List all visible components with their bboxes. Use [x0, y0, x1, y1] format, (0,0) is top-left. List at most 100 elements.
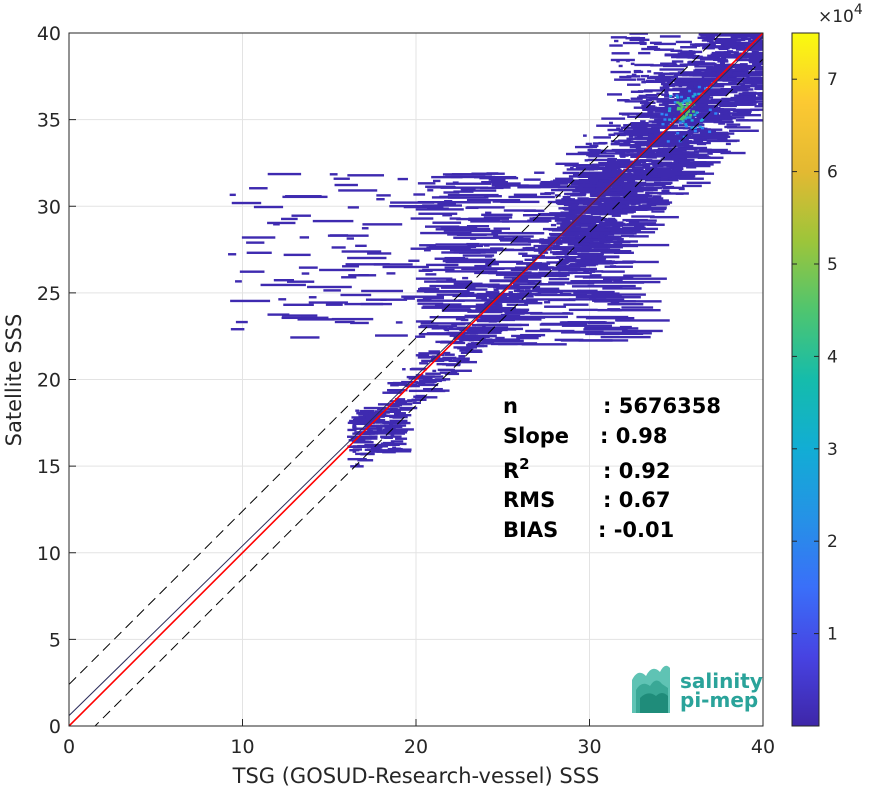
density-cell: [408, 384, 420, 388]
density-cell: [722, 79, 751, 82]
density-hotspot-cell: [685, 124, 689, 128]
density-cell: [568, 308, 598, 312]
density-cell: [539, 328, 551, 331]
density-cell: [482, 305, 503, 308]
density-cell: [757, 45, 763, 48]
density-cell: [402, 368, 406, 371]
density-cell: [672, 87, 693, 90]
density-cell: [628, 222, 657, 225]
density-hotspot-cell: [698, 125, 702, 129]
density-cell: [420, 381, 435, 384]
density-cell: [500, 200, 540, 204]
stat-superscript: 2: [519, 455, 529, 473]
density-cell: [698, 33, 719, 36]
density-cell: [451, 323, 466, 326]
density-cell: [390, 435, 402, 438]
density-cell: [654, 160, 661, 164]
density-cell: [751, 77, 763, 80]
density-cell: [659, 98, 670, 102]
density-cell: [419, 325, 457, 328]
density-cell: [587, 158, 617, 162]
density-cell: [747, 97, 763, 101]
density-cell: [754, 86, 763, 89]
density-cell: [592, 182, 611, 185]
density-cell: [623, 168, 644, 171]
density-cell: [600, 335, 651, 339]
density-cell: [394, 398, 406, 401]
density-hotspot-cell: [681, 108, 685, 111]
density-cell: [520, 333, 546, 337]
density-cell: [525, 246, 536, 250]
density-cell: [608, 133, 616, 137]
density-cell: [481, 180, 508, 184]
density-cell: [698, 81, 712, 84]
density-cell: [694, 106, 699, 110]
density-cell: [701, 39, 714, 42]
stat-label: RMS: [503, 488, 555, 512]
density-cell: [281, 217, 298, 221]
density-cell: [376, 194, 391, 197]
density-hotspot-cell: [676, 131, 680, 135]
density-cell: [619, 154, 629, 157]
density-cell: [411, 398, 427, 401]
density-cell: [562, 312, 570, 315]
density-cell: [664, 95, 670, 98]
density-cell: [547, 200, 585, 204]
density-cell: [462, 294, 488, 298]
density-cell: [744, 72, 763, 75]
density-cell: [348, 274, 377, 277]
density-cell: [425, 273, 437, 276]
density-cell: [682, 164, 711, 168]
density-cell: [544, 305, 567, 308]
density-cell: [352, 427, 358, 430]
density-cell: [669, 95, 675, 98]
y-tick-label: 20: [37, 370, 61, 392]
density-cell: [627, 115, 650, 118]
density-cell: [591, 229, 630, 232]
density-cell: [453, 236, 505, 239]
density-cell: [537, 273, 559, 276]
density-hotspot-cell: [682, 100, 686, 103]
density-hotspot-cell: [660, 112, 664, 116]
x-axis-label: TSG (GOSUD-Research-vessel) SSS: [232, 764, 600, 788]
density-cell: [649, 41, 662, 45]
density-cell: [385, 432, 405, 435]
density-cell: [727, 45, 745, 49]
density-cell: [644, 89, 668, 92]
density-cell: [653, 149, 658, 152]
density-cell: [548, 181, 590, 184]
density-cell: [742, 82, 763, 85]
density-cell: [568, 264, 596, 267]
density-cell: [701, 75, 730, 78]
density-cell: [627, 160, 647, 163]
density-cell: [360, 420, 368, 424]
density-cell: [681, 141, 711, 145]
density-cell: [750, 91, 757, 95]
density-cell: [717, 46, 730, 50]
density-cell: [702, 47, 715, 50]
density-cell: [633, 106, 658, 109]
density-hotspot-cell: [678, 117, 682, 121]
density-cell: [662, 101, 679, 105]
density-cell: [754, 46, 763, 49]
density-cell: [568, 237, 585, 240]
density-cell: [572, 190, 586, 193]
density-cell: [556, 256, 586, 259]
density-cell: [246, 241, 265, 244]
density-cell: [713, 38, 738, 41]
density-cell: [588, 155, 615, 158]
density-cell: [415, 396, 438, 399]
density-cell: [372, 424, 380, 427]
density-cell: [611, 300, 662, 303]
density-cell: [509, 299, 528, 303]
density-cell: [617, 99, 629, 102]
density-hotspot-cell: [663, 118, 667, 121]
density-cell: [494, 309, 512, 312]
density-cell: [450, 196, 487, 199]
density-cell: [301, 272, 310, 275]
density-cell: [461, 347, 468, 351]
density-hotspot-cell: [704, 87, 708, 90]
density-cell: [516, 289, 521, 292]
density-cell: [452, 181, 459, 184]
density-cloud: [228, 33, 763, 468]
